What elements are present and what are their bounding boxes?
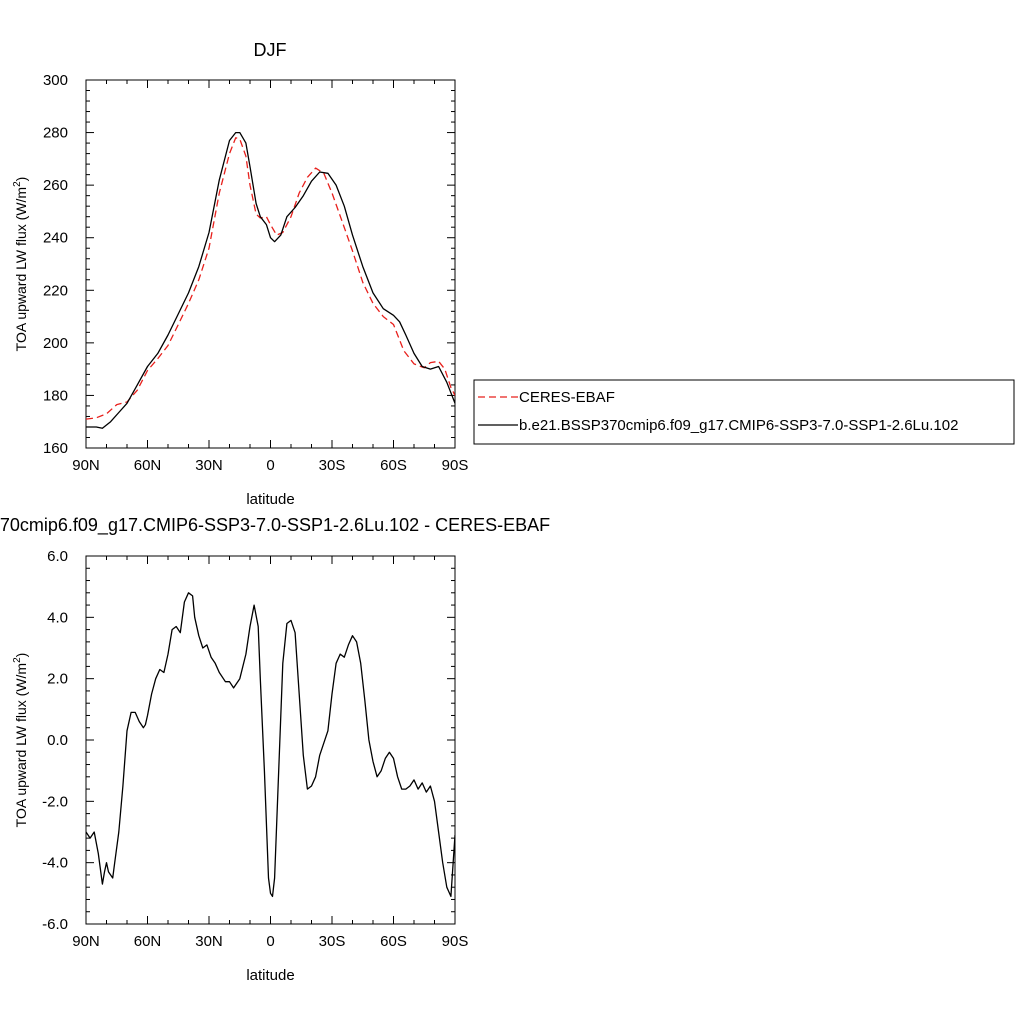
y-tick-label: 4.0 (47, 609, 68, 626)
y-tick-label: 220 (43, 282, 68, 299)
x-axis-label: latitude (246, 967, 294, 984)
x-tick-label: 60S (380, 933, 407, 950)
x-tick-label: 60N (134, 933, 162, 950)
chart-title: 370cmip6.f09_g17.CMIP6-SSP3-7.0-SSP1-2.6… (0, 515, 550, 536)
y-tick-label: 280 (43, 125, 68, 142)
x-axis-label: latitude (246, 491, 294, 508)
x-tick-label: 60S (380, 457, 407, 474)
y-tick-label: 0.0 (47, 732, 68, 749)
y-tick-label: -2.0 (42, 793, 68, 810)
legend-box (473, 379, 1015, 445)
x-tick-label: 90S (442, 457, 469, 474)
y-tick-label: 180 (43, 387, 68, 404)
y-tick-label: 200 (43, 335, 68, 352)
x-tick-label: 30N (195, 933, 223, 950)
y-axis-label: TOA upward LW flux (W/m2) (12, 653, 29, 828)
top-panel: DJF 90N 60N 30N 0 30S 60S 90S 160 180 200 220 240 260… (12, 40, 1015, 508)
y-tick-label: -6.0 (42, 916, 68, 933)
x-tick-label: 30N (195, 457, 223, 474)
x-tick-label: 90N (72, 457, 100, 474)
legend-label: b.e21.BSSP370cmip6.f09_g17.CMIP6-SSP3-7.… (519, 417, 958, 434)
x-tick-label: 0 (266, 457, 274, 474)
x-tick-label: 90N (72, 933, 100, 950)
x-tick-label: 60N (134, 457, 162, 474)
y-tick-label: 6.0 (47, 548, 68, 565)
series-line-0 (86, 137, 455, 420)
x-tick-label: 30S (319, 457, 346, 474)
y-tick-label: 2.0 (47, 671, 68, 688)
chart-title: DJF (254, 40, 287, 60)
x-tick-label: 90S (442, 933, 469, 950)
x-tick-label: 0 (266, 933, 274, 950)
y-tick-label: 240 (43, 230, 68, 247)
y-tick-label: 160 (43, 440, 68, 457)
legend-label: CERES-EBAF (519, 389, 615, 406)
series-line-1 (86, 131, 455, 429)
y-axis-label: TOA upward LW flux (W/m2) (12, 177, 29, 352)
plot-frame (85, 79, 456, 449)
y-tick-label: 260 (43, 177, 68, 194)
x-tick-label: 30S (319, 933, 346, 950)
series-line-0 (86, 592, 455, 898)
y-tick-label: -4.0 (42, 855, 68, 872)
plot-frame (85, 555, 456, 925)
bottom-panel: 370cmip6.f09_g17.CMIP6-SSP3-7.0-SSP1-2.6… (0, 515, 550, 984)
y-tick-label: 300 (43, 72, 68, 89)
